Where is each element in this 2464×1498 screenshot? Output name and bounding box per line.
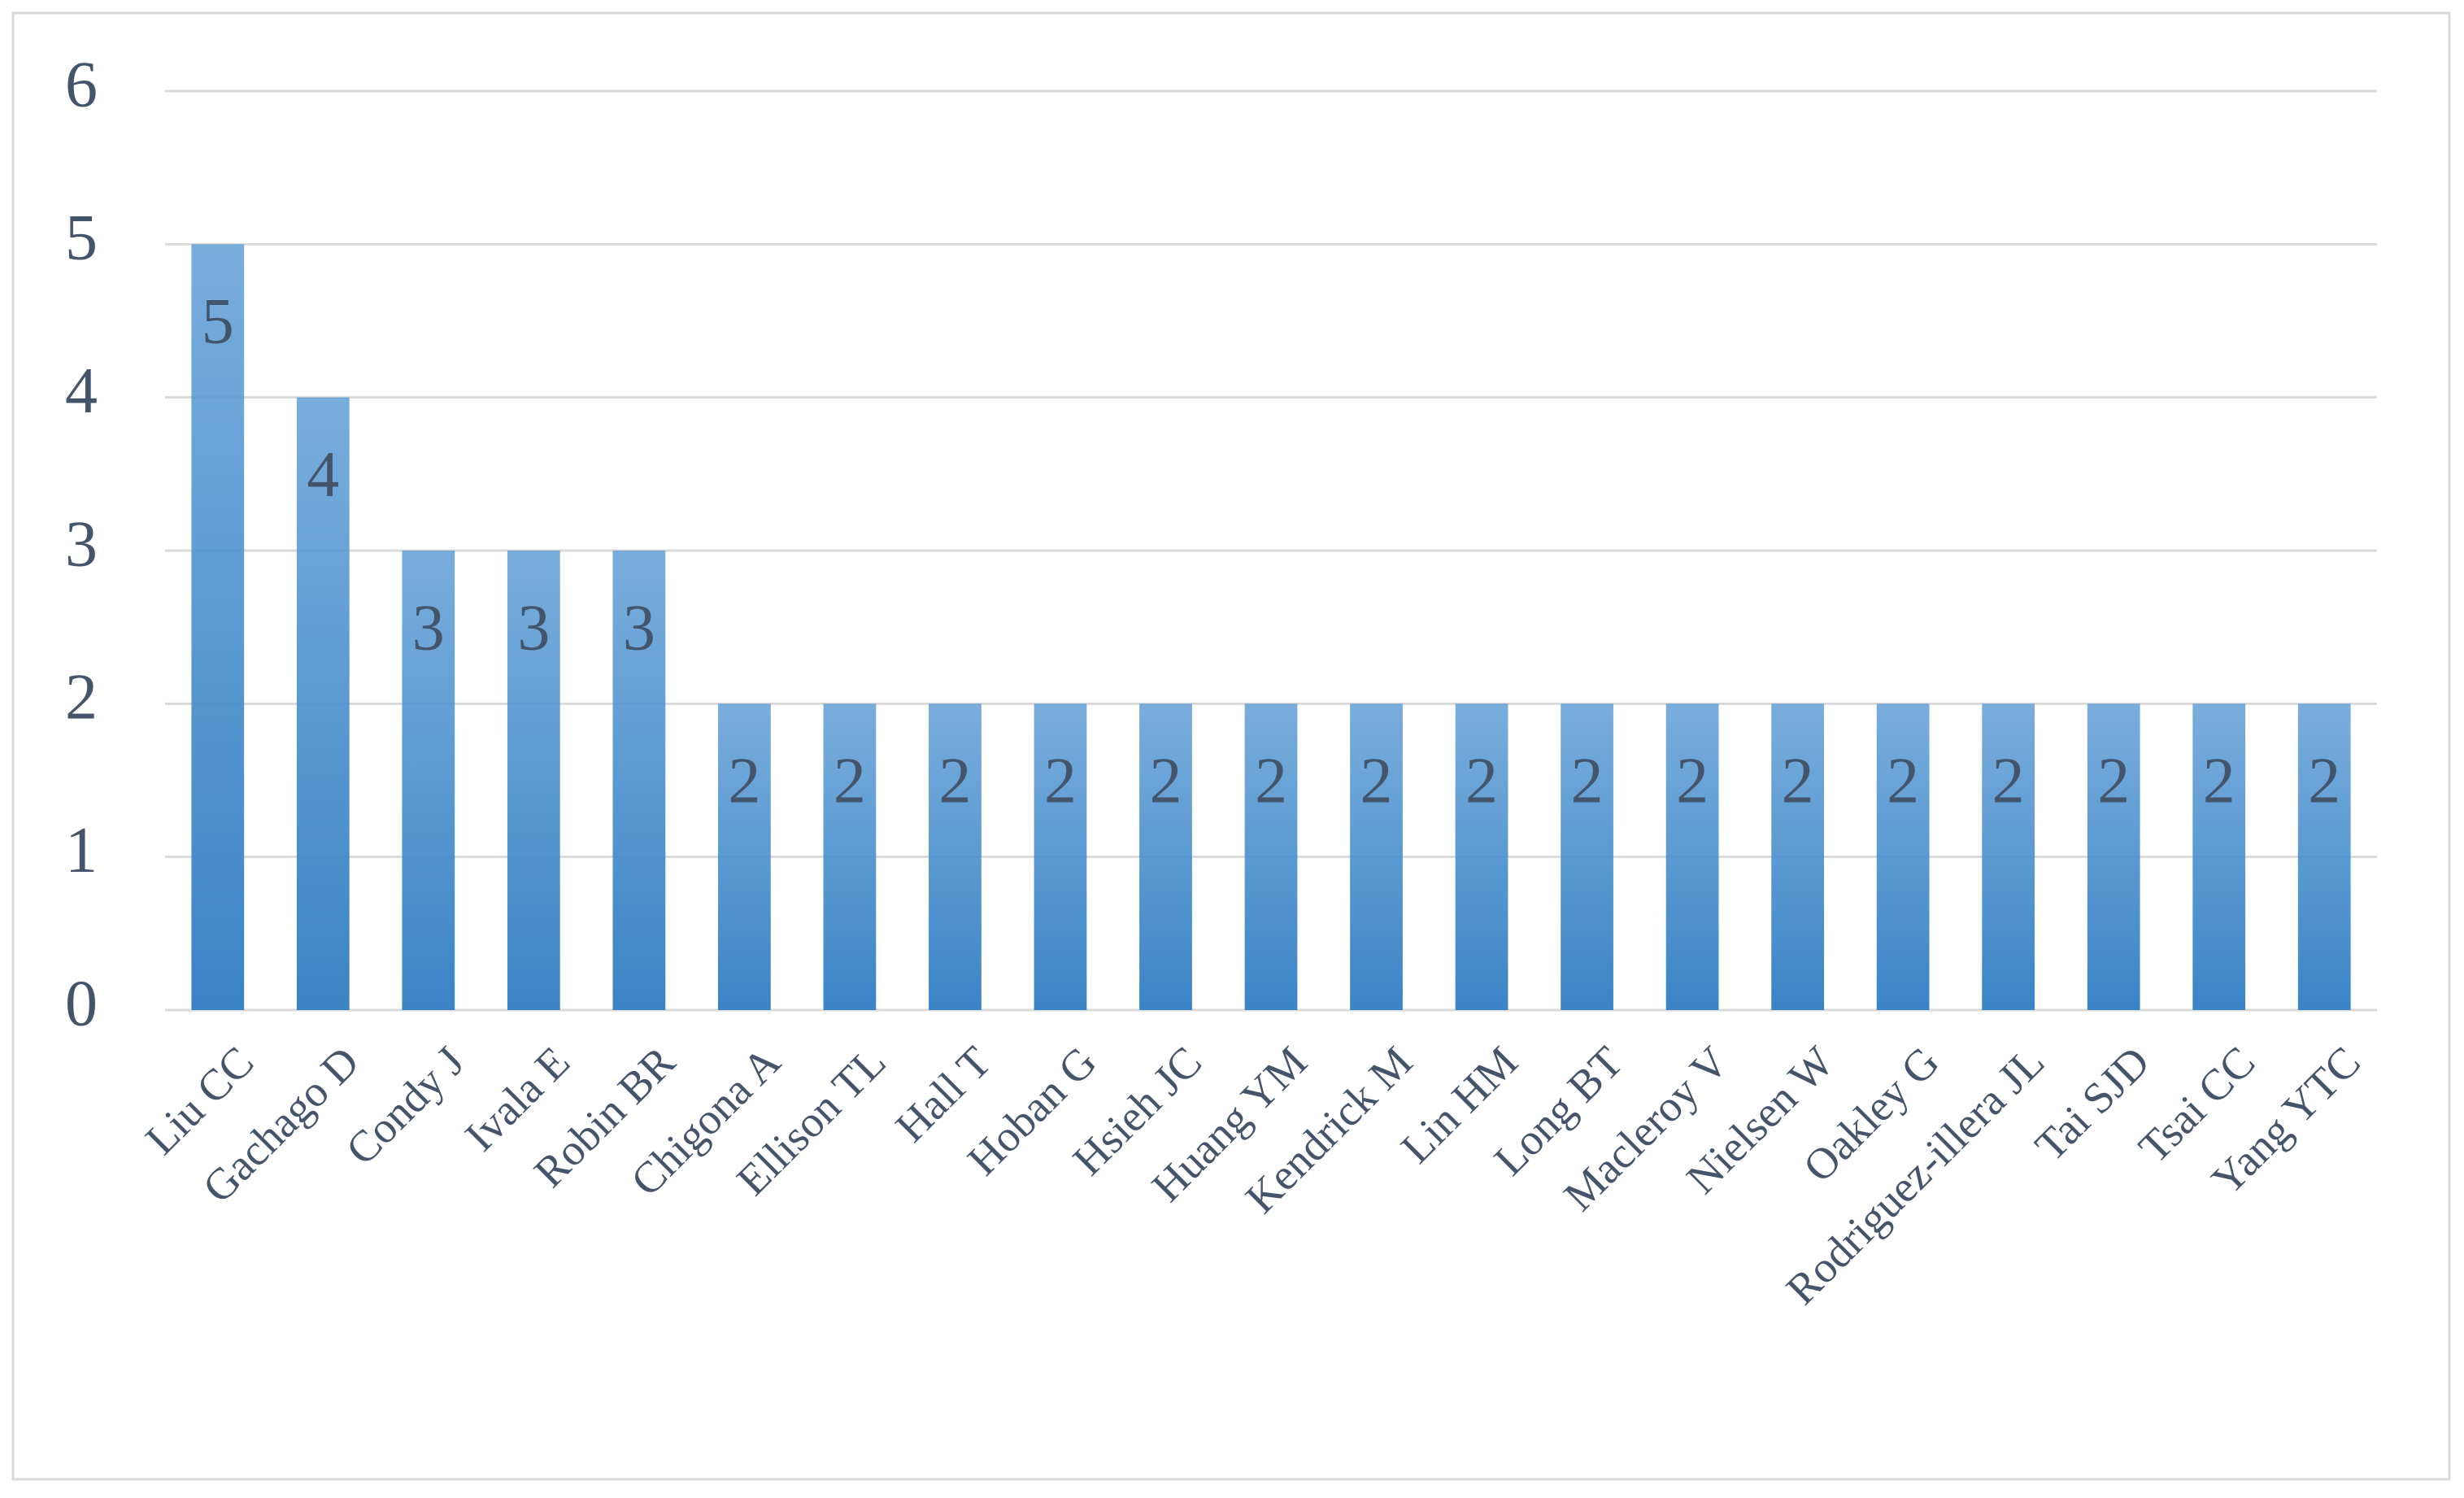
- bar: [1139, 703, 1192, 1010]
- bar: [402, 551, 455, 1010]
- data-label: 2: [1360, 746, 1393, 817]
- data-label: 2: [2097, 746, 2130, 817]
- bar: [191, 244, 245, 1010]
- data-label: 2: [938, 746, 971, 817]
- chart-frame: [11, 11, 2451, 1481]
- data-label: 3: [623, 592, 655, 664]
- y-tick-label: 6: [65, 49, 98, 120]
- bar: [929, 703, 982, 1010]
- data-label: 2: [1992, 746, 2025, 817]
- data-label: 3: [517, 592, 550, 664]
- y-tick-label: 0: [65, 968, 98, 1039]
- bar: [1455, 703, 1508, 1010]
- bar: [1771, 703, 1824, 1010]
- bar: [1350, 703, 1403, 1010]
- bar: [1665, 703, 1719, 1010]
- data-label: 2: [1149, 746, 1182, 817]
- bar: [718, 703, 771, 1010]
- data-label: 2: [1044, 746, 1077, 817]
- bar: [823, 703, 877, 1010]
- bar: [1982, 703, 2035, 1010]
- data-label: 3: [412, 592, 445, 664]
- y-tick-label: 3: [65, 508, 98, 580]
- data-label: 2: [2203, 746, 2235, 817]
- data-label: 2: [1571, 746, 1604, 817]
- bar: [507, 551, 560, 1010]
- bar: [612, 551, 666, 1010]
- bar: [1244, 703, 1298, 1010]
- bar: [1034, 703, 1087, 1010]
- data-label: 4: [307, 439, 339, 511]
- bar: [1561, 703, 1613, 1010]
- data-label: 2: [1782, 746, 1814, 817]
- data-label: 2: [1465, 746, 1498, 817]
- y-tick-label: 4: [65, 355, 98, 427]
- y-tick-label: 2: [65, 662, 98, 734]
- data-label: 2: [1887, 746, 1919, 817]
- data-label: 2: [2308, 746, 2340, 817]
- data-label: 5: [202, 286, 234, 358]
- data-label: 2: [728, 746, 760, 817]
- data-label: 2: [1676, 746, 1709, 817]
- bar: [1876, 703, 1930, 1010]
- data-label: 2: [834, 746, 866, 817]
- y-tick-label: 1: [65, 815, 98, 886]
- y-tick-label: 5: [65, 202, 98, 274]
- bar: [2297, 703, 2351, 1010]
- bar: [296, 397, 350, 1011]
- bar: [2087, 703, 2140, 1010]
- bar: [2192, 703, 2246, 1010]
- data-label: 2: [1255, 746, 1287, 817]
